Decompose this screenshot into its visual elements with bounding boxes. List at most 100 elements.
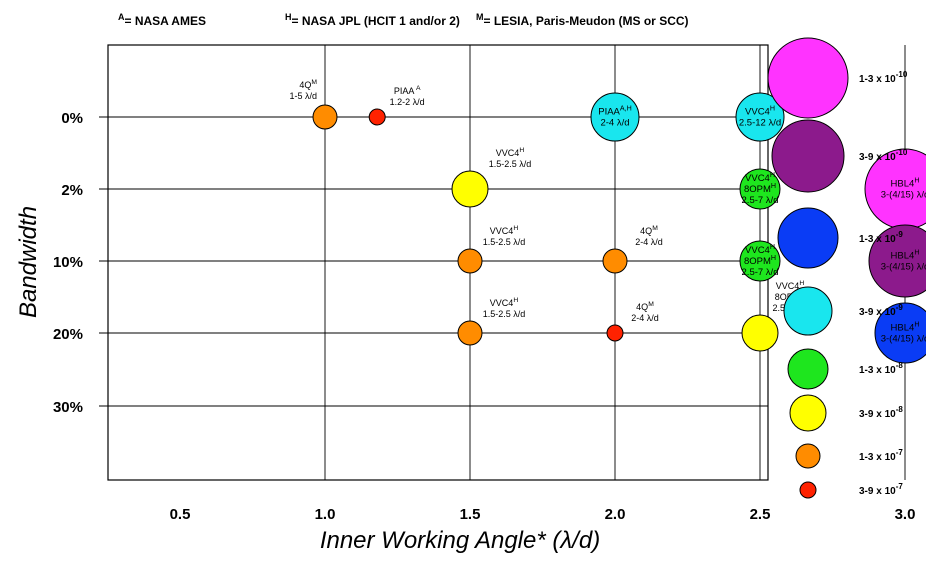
bubble-label: HBL4H​ <box>891 177 920 190</box>
bubble <box>868 224 926 298</box>
x-axis-title: Inner Working Angle* (λ/d) <box>320 527 600 554</box>
bubble-label: 2.5-7 λ/d <box>742 195 779 206</box>
legend-item: 3-9 x 10-10 <box>771 119 908 193</box>
header-text: = NASA JPL (HCIT 1 and/or 2) <box>292 14 460 28</box>
header-legend-item: A= NASA AMES <box>118 12 206 28</box>
bubble-label: HBL4H​ <box>891 321 920 334</box>
legend-item: 3-9 x 10-8 <box>789 394 903 432</box>
header-superscript: M <box>476 12 484 22</box>
bubble-group: VVC4H​8OPMH​2.5-7 λ/d <box>739 168 781 210</box>
chart-headers: A= NASA AMES H= NASA JPL (HCIT 1 and/or 2… <box>118 12 689 28</box>
bubble-group: HBL4H​3-(4/15) λ/d <box>874 302 926 364</box>
legend-label: 3-9 x 10-7 <box>859 482 903 497</box>
legend-label: 3-9 x 10-10 <box>859 148 908 163</box>
bubble-annotation: 1.5-2.5 λ/d <box>483 237 526 247</box>
bubble <box>739 168 781 210</box>
bubble-label: 8OPMH​ <box>744 182 776 195</box>
bubble-annotation: 1-5 λ/d <box>289 91 317 101</box>
x-tick-label: 3.0 <box>895 506 916 523</box>
x-tick-label: 1.0 <box>315 506 336 523</box>
bubble-label: 8OPMH​ <box>744 254 776 267</box>
bubble-annotation: 1.2-2 λ/d <box>390 97 425 107</box>
bubble-annotation: VVC4H​ <box>490 297 519 308</box>
x-tick-label: 2.0 <box>605 506 626 523</box>
bubble-label: 3-(4/15) λ/d <box>881 190 926 201</box>
y-tick-label: 2% <box>61 182 83 199</box>
header-text: = LESIA, Paris-Meudon (MS or SCC) <box>484 14 689 28</box>
legend-item: 1-3 x 10-9 <box>777 207 903 269</box>
legend-label: 3-9 x 10-9 <box>859 303 903 318</box>
bubble <box>457 248 483 274</box>
bubble <box>741 314 779 352</box>
bubble-annotation: PIAA A​ <box>394 85 421 96</box>
bubble <box>590 92 640 142</box>
bubble-group: PIAAA,H​2-4 λ/d <box>590 92 640 142</box>
bubble-annotation: 4QM​ <box>299 79 317 90</box>
bubble-annotation: 4QM​ <box>640 225 658 236</box>
bubble-label: 3-(4/15) λ/d <box>881 334 926 345</box>
x-axis-ticks: 0.51.01.52.02.53.03.54.0 <box>170 506 916 523</box>
y-axis-title: Bandwidth <box>15 206 42 318</box>
legend-item: 1-3 x 10-10 <box>767 37 908 119</box>
header-superscript: H <box>285 12 292 22</box>
bubble-label: 3-(4/15) λ/d <box>881 262 926 273</box>
legend-item: 3-9 x 10-7 <box>799 481 903 499</box>
legend-swatch <box>767 37 849 119</box>
bubble-group: 4QM​2-4 λ/d <box>602 225 663 274</box>
legend-swatch <box>783 286 833 336</box>
bubble <box>606 324 624 342</box>
bubble <box>368 108 386 126</box>
legend-swatch <box>787 348 829 390</box>
bubble <box>874 302 926 364</box>
bubble-group: 4QM​1-5 λ/d <box>289 79 338 130</box>
bubble-group: HBL4H​3-(4/15) λ/d <box>868 224 926 298</box>
bubble-annotation: 1.5-2.5 λ/d <box>483 309 526 319</box>
legend-swatch <box>771 119 845 193</box>
y-tick-label: 20% <box>53 326 83 343</box>
header-legend-item: M= LESIA, Paris-Meudon (MS or SCC) <box>476 12 689 28</box>
bubble <box>457 320 483 346</box>
bubble <box>739 240 781 282</box>
bubble-annotation: 4QM​ <box>636 301 654 312</box>
legend-item: 1-3 x 10-8 <box>787 348 903 390</box>
legend-item: 1-3 x 10-7 <box>795 443 903 469</box>
bubble <box>735 92 785 142</box>
legend-swatch <box>795 443 821 469</box>
bubble-label: VVC4H​ <box>745 171 775 184</box>
bubble-label: VVC4H​ <box>745 105 775 118</box>
y-tick-label: 0% <box>61 110 83 127</box>
legend-label: 1-3 x 10-10 <box>859 70 908 85</box>
bubble-group: 4QM​2-4 λ/d <box>606 301 659 342</box>
legend-item: 3-9 x 10-9 <box>783 286 903 336</box>
legend-label: 1-3 x 10-7 <box>859 448 903 463</box>
bubble-annotation: VVC4H​ <box>490 225 519 236</box>
bubble-group: VVC4H​2.5-12 λ/d <box>735 92 785 142</box>
bubble-annotation: VVC4H​ <box>776 280 805 291</box>
bubble <box>602 248 628 274</box>
header-superscript: A <box>118 12 125 22</box>
bubble-label: 2.5-7 λ/d <box>742 267 779 278</box>
y-tick-label: 10% <box>53 254 83 271</box>
legend-label: 3-9 x 10-8 <box>859 405 903 420</box>
bubble <box>312 104 338 130</box>
legend-label: 1-3 x 10-9 <box>859 230 903 245</box>
bubble-label: 2.5-12 λ/d <box>739 118 781 129</box>
legend-swatch <box>789 394 827 432</box>
y-tick-label: 30% <box>53 399 83 416</box>
bubble-group: PIAA A​1.2-2 λ/d <box>368 85 425 126</box>
header-text: = NASA AMES <box>125 14 206 28</box>
plot-frame <box>107 44 769 481</box>
legend-label: 1-3 x 10-8 <box>859 361 903 376</box>
bubble <box>451 170 489 208</box>
bubble-group: VVC4H​1.5-2.5 λ/d <box>451 147 531 208</box>
bubble-label: VVC4H​ <box>745 243 775 256</box>
header-legend-item: H= NASA JPL (HCIT 1 and/or 2) <box>285 12 460 28</box>
bubble-label: 2-4 λ/d <box>600 118 629 129</box>
bubble-label: HBL4H​ <box>891 249 920 262</box>
x-tick-label: 0.5 <box>170 506 191 523</box>
bubble-label: PIAAA,H​ <box>598 105 632 118</box>
bubble-group: VVC4H​1.5-2.5 λ/d <box>457 225 526 274</box>
y-axis-ticks: 0% 2% 10% 20% 30% <box>53 110 108 416</box>
